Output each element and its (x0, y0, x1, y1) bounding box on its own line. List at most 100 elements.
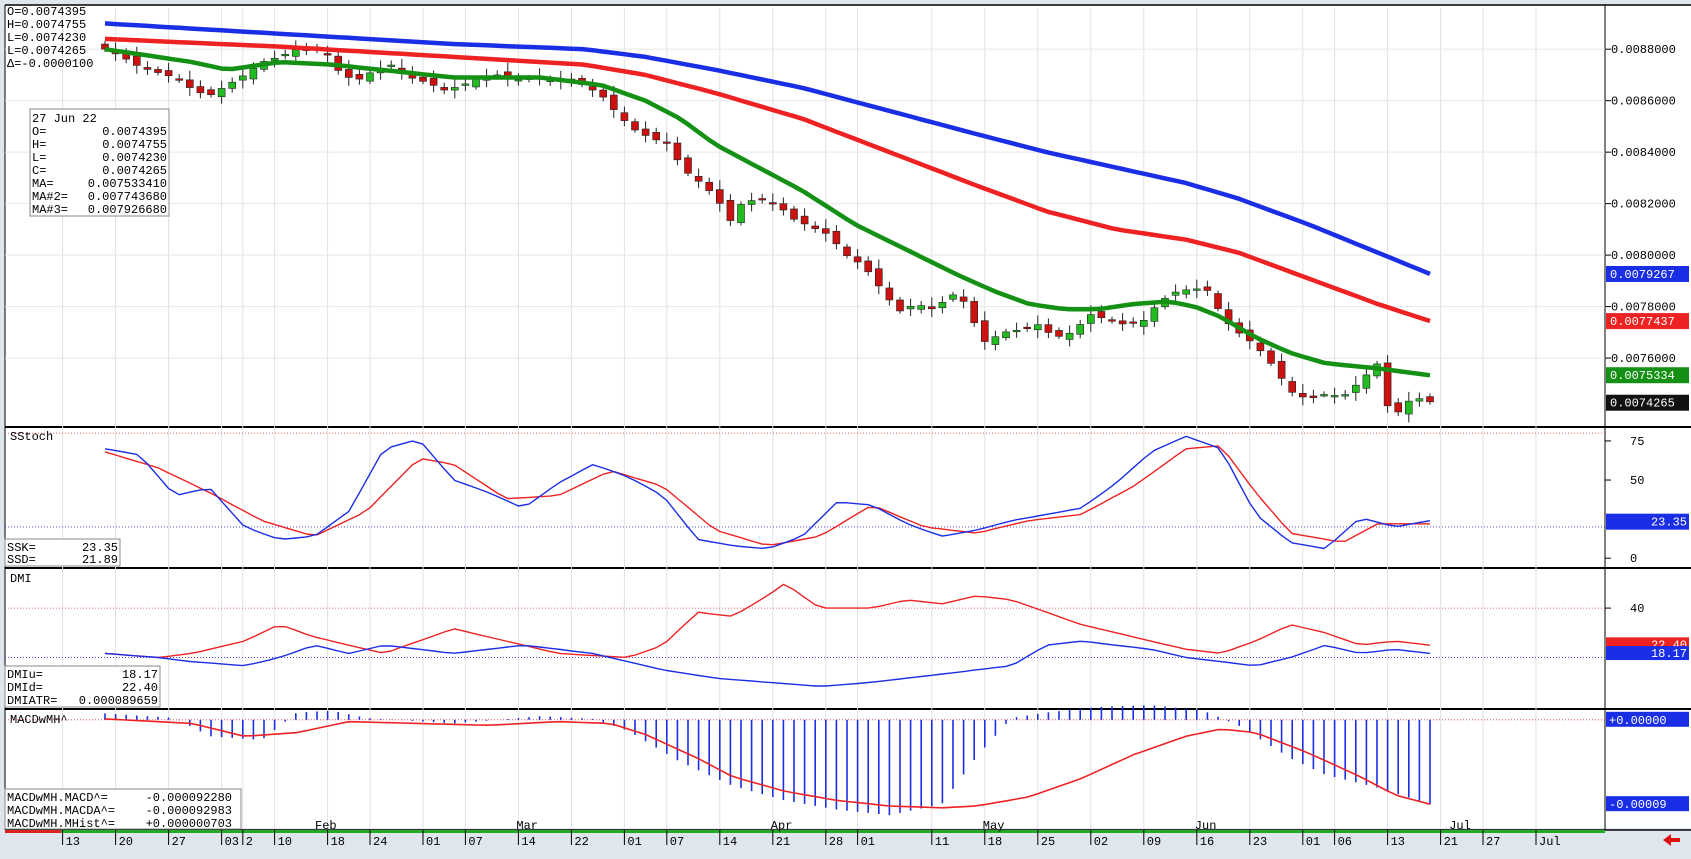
readout-high: H=0.0074755 (7, 18, 86, 32)
price-tick-label: 0.0082000 (1611, 198, 1676, 212)
dmi-row-value: 18.17 (122, 668, 158, 682)
info-row-value: 0.007743680 (88, 190, 167, 204)
day-label: 18 (331, 835, 345, 849)
macd-title: MACDwMH^ (10, 713, 68, 727)
readout-low-2: L=0.0074265 (7, 44, 86, 58)
price-tick-label: 0.0084000 (1611, 146, 1676, 160)
candle (1118, 320, 1127, 325)
price-axis-background (1605, 5, 1691, 828)
dmi-row-key: DMIu= (7, 668, 43, 682)
info-row-value: 0.0074755 (102, 138, 167, 152)
candle (1182, 289, 1190, 295)
price-panel[interactable] (101, 21, 1434, 423)
stoch-badge-label: 23.35 (1651, 516, 1687, 530)
month-label: May (983, 819, 1005, 833)
candle (1267, 350, 1275, 364)
macd-row-key: MACDwMH.MACDA^= (7, 804, 115, 818)
macd-row-key: MACDwMH.MACD^= (7, 791, 108, 805)
candle (874, 268, 883, 287)
dmi-tick-label: 40 (1630, 602, 1644, 616)
info-box-rows: O= 0.0074395 H= 0.0074755 L= 0.0074230 C= 0.007… (32, 125, 167, 217)
ma-fast-line (104, 46, 1431, 378)
candle (864, 260, 873, 273)
candle (832, 230, 841, 245)
dmi-legend: DMI DMIu= 18.17 DMId= 22.40 DMIATR= 0.0000896… (4, 572, 161, 708)
candle (228, 81, 236, 89)
candle (1330, 395, 1339, 398)
price-badge-label: 0.0075334 (1610, 369, 1675, 383)
day-label: 18 (988, 835, 1002, 849)
candle (196, 86, 205, 94)
day-label: 01 (861, 835, 875, 849)
dmi-legend-rows: DMIu= 18.17 DMId= 22.40 DMIATR= 0.000089659 (7, 668, 158, 708)
candle (726, 199, 735, 221)
candle (1320, 394, 1328, 397)
candle (1288, 381, 1296, 393)
candle (1044, 324, 1053, 333)
ssd-value: 21.89 (82, 553, 118, 567)
dmi-title: DMI (10, 572, 32, 586)
info-row-value: 0.007533410 (88, 177, 167, 191)
macd-legend-rows: MACDwMH.MACD^= -0.000092280 MACDwMH.MACDA^… (7, 791, 232, 831)
macd-panel[interactable] (5, 705, 1605, 816)
day-label: 27 (1486, 835, 1500, 849)
candle (1203, 286, 1212, 291)
readout-open: O=0.0074395 (7, 5, 86, 19)
candle (1012, 329, 1021, 333)
info-row-key: MA= (32, 177, 54, 191)
candle (1415, 398, 1424, 402)
candle (705, 181, 714, 191)
info-row-value: 0.0074230 (102, 151, 167, 165)
info-row-key: MA#3= (32, 203, 68, 217)
price-badge (1606, 265, 1689, 282)
day-label: 27 (172, 835, 186, 849)
price-badge (1606, 394, 1689, 411)
candle (790, 208, 798, 220)
day-label: 14 (521, 835, 535, 849)
candle (1055, 330, 1063, 337)
candle (207, 89, 215, 95)
candle (896, 299, 904, 312)
day-label: 28 (829, 835, 843, 849)
candle (472, 78, 480, 88)
candle (652, 132, 661, 141)
month-label: Mar (516, 819, 538, 833)
day-label: 02 (1094, 835, 1108, 849)
macd-badge-label: -0.00009 (1609, 798, 1667, 812)
candle (1150, 307, 1159, 322)
price-tick-label: 0.0076000 (1611, 352, 1676, 366)
ssk-value: 23.35 (82, 541, 118, 555)
stochastic-panel[interactable] (5, 432, 1605, 550)
candle (1352, 384, 1360, 393)
price-tick-label: 0.0088000 (1611, 43, 1676, 57)
day-label: 25 (1041, 835, 1055, 849)
candle (1426, 396, 1434, 403)
price-badge (1606, 367, 1689, 384)
macd-row-key: MACDwMH.MHist^= (7, 817, 115, 831)
dmi-badge-label: 18.17 (1651, 647, 1687, 661)
dmi-row-key: DMIATR= (7, 694, 57, 708)
candle (270, 57, 279, 61)
price-tick-label: 0.0086000 (1611, 95, 1676, 109)
candle (1214, 293, 1222, 309)
candle (461, 83, 470, 86)
candle (949, 294, 957, 300)
dmi-badge (1606, 646, 1689, 661)
scroll-right-arrow-icon[interactable] (1663, 834, 1680, 846)
info-box: 27 Jun 22 O= 0.0074395 H= 0.0074755 L= 0.0074… (29, 108, 170, 217)
candle (737, 204, 745, 223)
candle (1087, 314, 1095, 324)
info-row-key: MA#2= (32, 190, 68, 204)
dmi-panel[interactable] (5, 583, 1605, 687)
axes: 0.0088000 0.0086000 0.0084000 0.0082000 0.00… (5, 43, 1689, 849)
candle (811, 225, 820, 229)
info-box-date: 27 Jun 22 (32, 112, 97, 126)
macd-legend: MACDwMH^ MACDwMH.MACD^= -0.000092280MACDw… (4, 713, 242, 831)
month-label: Feb (315, 819, 337, 833)
stoch-tick-label: 50 (1630, 474, 1644, 488)
day-label: 21 (776, 835, 790, 849)
stoch-tick-label: 75 (1630, 435, 1644, 449)
dmi-down-line (104, 583, 1431, 659)
day-label: Jul (1539, 835, 1561, 849)
